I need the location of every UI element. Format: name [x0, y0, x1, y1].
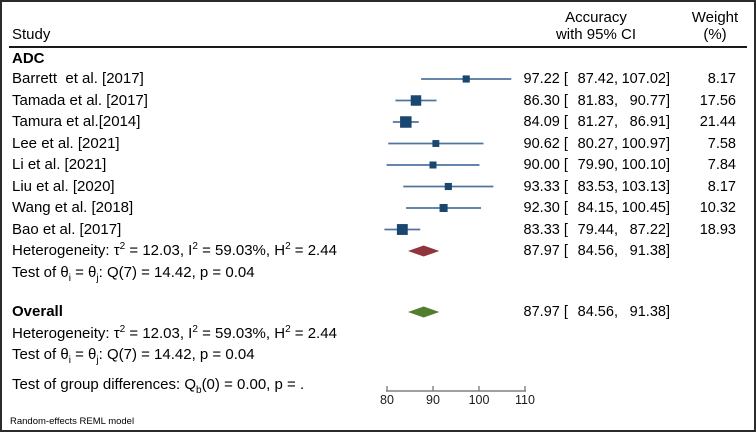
- ci-lower: 80.27: [577, 135, 614, 152]
- adc-summary-ci-text: 87.97 [ 84.56, 91.38]: [502, 240, 670, 262]
- ci-lower: 79.44: [577, 221, 614, 238]
- subscript: j: [96, 355, 99, 366]
- column-header-study: Study: [12, 26, 51, 43]
- x-axis-label: 100: [469, 393, 490, 407]
- ci-upper: 87.22: [629, 221, 666, 238]
- ci-upper: 100.45: [621, 200, 666, 216]
- ci-estimate: 86.30: [523, 92, 560, 109]
- study-label: Barrett et al. [2017]: [12, 70, 144, 87]
- study-ci-text: 93.33 [ 83.53, 103.13]: [502, 176, 670, 198]
- group-differences-line: Test of group differences: Qb(0) = 0.00,…: [12, 376, 305, 396]
- x-axis-label: 110: [515, 393, 535, 407]
- adc-summary-diamond: [407, 245, 440, 257]
- header-divider: [9, 46, 747, 48]
- study-weight: 17.56: [699, 92, 736, 109]
- column-header-accuracy: Accuracy with 95% CI: [520, 9, 672, 43]
- study-weight: 21.44: [699, 114, 736, 130]
- study-ci-text: 90.00 [ 79.90, 100.10]: [502, 154, 670, 176]
- ci-upper: 100.10: [621, 157, 666, 173]
- ci-upper: 103.13: [621, 178, 666, 195]
- adc-test-line: Test of θi = θj: Q(7) = 14.42, p = 0.04: [12, 263, 255, 284]
- superscript: 2: [285, 241, 291, 252]
- x-axis-label: 90: [426, 393, 440, 407]
- overall-summary-diamond: [407, 306, 440, 318]
- model-footnote: Random-effects REML model: [10, 416, 135, 427]
- superscript: 2: [192, 323, 198, 335]
- overall-summary-ci-text: 87.97 [ 84.56, 91.38]: [502, 301, 670, 323]
- study-label: Tamura et al.[2014]: [12, 113, 141, 130]
- ci-upper: 90.77: [629, 92, 666, 109]
- ci-lower: 87.42: [577, 71, 614, 87]
- study-ci-text: 83.33 [ 79.44, 87.22]: [502, 219, 670, 241]
- ci-estimate: 90.62: [523, 135, 560, 152]
- ci-estimate: 93.33: [523, 178, 560, 195]
- ci-lower: 84.15: [577, 200, 614, 216]
- effect-size-square: [429, 161, 437, 169]
- study-weight: 7.58: [707, 135, 736, 152]
- x-axis-label: 80: [380, 393, 394, 407]
- ci-estimate: 87.97: [523, 304, 560, 320]
- ci-estimate: 87.97: [523, 243, 560, 259]
- column-header-weight: Weight (%): [688, 9, 742, 43]
- overall-heterogeneity-line: Heterogeneity: τ2 = 12.03, I2 = 59.03%, …: [12, 323, 337, 342]
- study-label: Bao et al. [2017]: [12, 220, 122, 238]
- study-ci-text: 97.22 [ 87.42, 107.02]: [502, 68, 670, 90]
- ci-lower: 81.83: [577, 92, 614, 109]
- adc-heterogeneity-line: Heterogeneity: τ2 = 12.03, I2 = 59.03%, …: [12, 241, 337, 260]
- subscript: i: [68, 355, 71, 366]
- subscript: j: [96, 272, 99, 284]
- ci-lower: 81.27: [577, 114, 614, 130]
- effect-size-square: [444, 182, 452, 191]
- study-weight: 8.17: [707, 178, 736, 195]
- group-label-adc: ADC: [12, 50, 45, 67]
- accuracy-header-line1: Accuracy: [565, 9, 627, 26]
- effect-size-square: [432, 140, 440, 147]
- ci-upper: 91.38: [629, 304, 666, 320]
- ci-estimate: 84.09: [523, 114, 560, 130]
- superscript: 2: [119, 241, 126, 252]
- ci-estimate: 83.33: [523, 221, 560, 238]
- study-ci-text: 86.30 [ 81.83, 90.77]: [502, 90, 670, 112]
- ci-lower: 84.56: [577, 304, 614, 320]
- study-label: Li et al. [2021]: [12, 156, 107, 173]
- effect-size-square: [410, 95, 422, 106]
- study-weight: 7.84: [707, 157, 736, 173]
- superscript: 2: [192, 241, 198, 252]
- ci-lower: 84.56: [577, 243, 614, 259]
- ci-lower: 83.53: [577, 178, 614, 195]
- overall-label: Overall: [12, 303, 63, 320]
- superscript: 2: [119, 323, 126, 335]
- study-ci-text: 84.09 [ 81.27, 86.91]: [502, 111, 670, 133]
- study-ci-text: 90.62 [ 80.27, 100.97]: [502, 133, 670, 155]
- overall-test-line: Test of θi = θj: Q(7) = 14.42, p = 0.04: [12, 346, 255, 366]
- subscript: b: [196, 385, 202, 396]
- ci-estimate: 92.30: [523, 200, 560, 216]
- study-label: Lee et al. [2021]: [12, 134, 120, 152]
- effect-size-square: [439, 203, 448, 213]
- ci-lower: 79.90: [577, 157, 614, 173]
- study-label: Liu et al. [2020]: [12, 177, 115, 195]
- superscript: 2: [285, 323, 291, 335]
- ci-upper: 91.38: [629, 243, 666, 259]
- accuracy-header-line2: with 95% CI: [555, 26, 637, 43]
- study-label: Wang et al. [2018]: [12, 199, 134, 216]
- study-weight: 8.17: [707, 71, 736, 87]
- effect-size-square: [400, 116, 412, 128]
- effect-size-square: [396, 224, 408, 235]
- study-label: Tamada et al. [2017]: [12, 91, 148, 109]
- ci-estimate: 97.22: [523, 71, 560, 87]
- ci-upper: 86.91: [629, 114, 666, 130]
- effect-size-square: [462, 75, 470, 83]
- study-weight: 10.32: [699, 200, 736, 216]
- subscript: i: [68, 272, 71, 284]
- weight-header-line2: (%): [703, 26, 727, 43]
- study-ci-text: 92.30 [ 84.15, 100.45]: [502, 197, 670, 219]
- ci-estimate: 90.00: [523, 157, 560, 173]
- ci-upper: 107.02: [621, 71, 666, 87]
- study-weight: 18.93: [699, 221, 736, 238]
- ci-upper: 100.97: [621, 135, 666, 152]
- weight-header-line1: Weight: [691, 9, 739, 26]
